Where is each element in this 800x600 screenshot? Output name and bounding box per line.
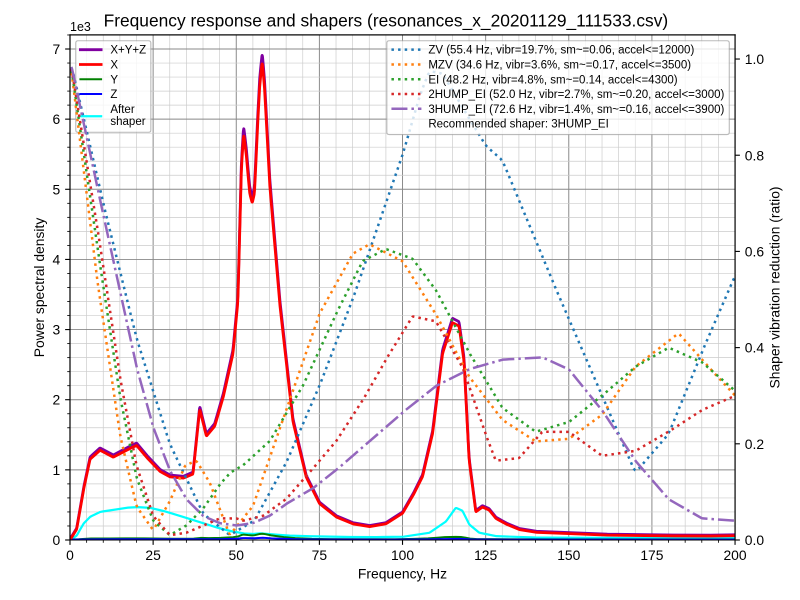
svg-text:MZV (34.6 Hz, vibr=3.6%, sm~=0: MZV (34.6 Hz, vibr=3.6%, sm~=0.17, accel…	[428, 59, 691, 71]
svg-text:EI (48.2 Hz, vibr=4.8%, sm~=0.: EI (48.2 Hz, vibr=4.8%, sm~=0.14, accel<…	[428, 74, 677, 86]
svg-text:3HUMP_EI (72.6 Hz, vibr=1.4%,: 3HUMP_EI (72.6 Hz, vibr=1.4%, sm~=0.16, …	[428, 104, 724, 116]
svg-text:100: 100	[391, 547, 414, 563]
svg-text:0.0: 0.0	[745, 532, 765, 548]
svg-text:Frequency, Hz: Frequency, Hz	[358, 565, 447, 581]
svg-text:125: 125	[474, 547, 497, 563]
svg-text:2HUMP_EI (52.0 Hz, vibr=2.7%,: 2HUMP_EI (52.0 Hz, vibr=2.7%, sm~=0.20, …	[428, 89, 724, 101]
svg-text:0: 0	[66, 547, 74, 563]
svg-text:X: X	[110, 59, 118, 71]
svg-text:0.2: 0.2	[745, 436, 765, 452]
svg-text:shaper: shaper	[110, 116, 145, 128]
svg-text:6: 6	[53, 111, 61, 127]
svg-text:After: After	[110, 104, 134, 116]
svg-text:5: 5	[53, 181, 61, 197]
svg-text:0: 0	[53, 532, 61, 548]
svg-text:Power spectral density: Power spectral density	[31, 218, 47, 358]
svg-text:Recommended shaper: 3HUMP_EI: Recommended shaper: 3HUMP_EI	[428, 119, 609, 131]
svg-text:2: 2	[53, 392, 61, 408]
svg-text:ZV (55.4 Hz, vibr=19.7%, sm~=0: ZV (55.4 Hz, vibr=19.7%, sm~=0.06, accel…	[428, 45, 694, 57]
svg-text:200: 200	[723, 547, 746, 563]
svg-text:75: 75	[312, 547, 328, 563]
svg-text:175: 175	[640, 547, 663, 563]
svg-text:Shaper vibration reduction (ra: Shaper vibration reduction (ratio)	[767, 186, 783, 388]
svg-text:3: 3	[53, 322, 61, 338]
svg-text:0.8: 0.8	[745, 147, 765, 163]
svg-text:1.0: 1.0	[745, 51, 765, 67]
svg-text:4: 4	[53, 251, 61, 267]
svg-text:150: 150	[557, 547, 580, 563]
svg-text:0.4: 0.4	[745, 340, 765, 356]
svg-text:1: 1	[53, 462, 61, 478]
svg-text:X+Y+Z: X+Y+Z	[110, 45, 146, 57]
svg-text:0.6: 0.6	[745, 243, 765, 259]
svg-text:7: 7	[53, 41, 61, 57]
svg-text:Z: Z	[110, 89, 117, 101]
svg-text:50: 50	[229, 547, 245, 563]
svg-text:Y: Y	[110, 74, 118, 86]
svg-text:1e3: 1e3	[70, 20, 91, 34]
svg-text:25: 25	[145, 547, 161, 563]
svg-text:Frequency response and shapers: Frequency response and shapers (resonanc…	[104, 11, 669, 31]
